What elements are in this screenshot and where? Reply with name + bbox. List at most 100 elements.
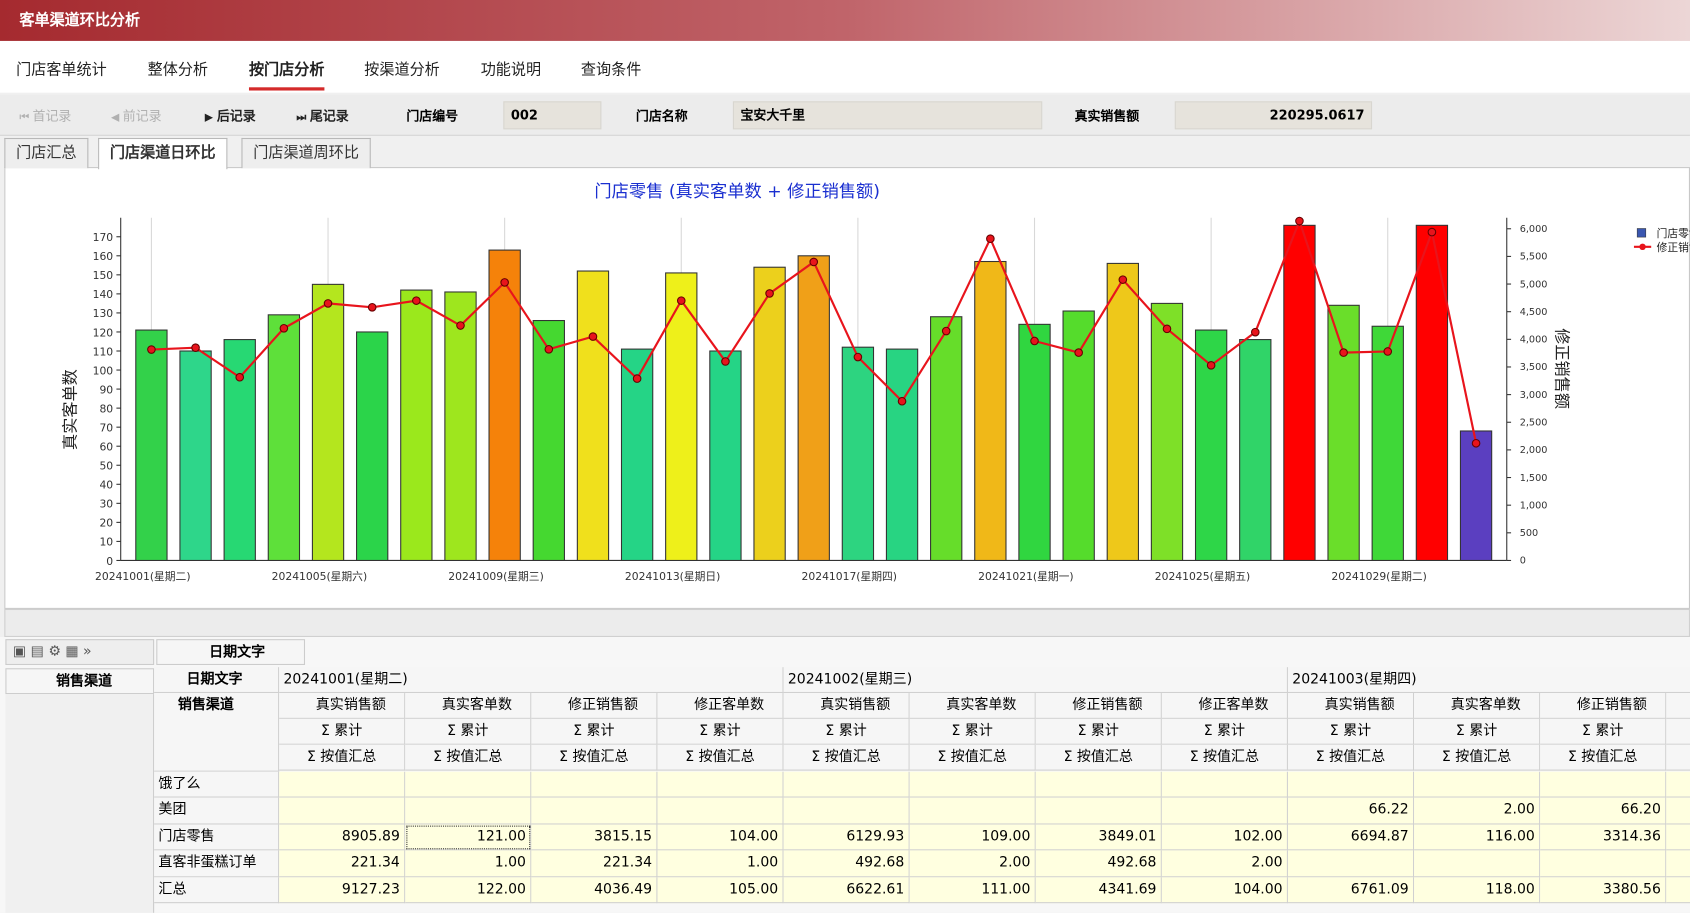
value-cell — [279, 771, 406, 798]
y2-tick-label: 2,500 — [1520, 417, 1548, 428]
x-tick-label: 20241017(星期四) — [802, 570, 898, 583]
bar — [135, 329, 168, 561]
point — [235, 372, 245, 382]
value-cell — [1666, 797, 1690, 825]
legend-label: 门店零售 — [1657, 227, 1690, 240]
bar — [885, 348, 919, 561]
button-label: 后记录 — [216, 108, 256, 124]
toolbar: ⏮ 首记录 ◀ 前记录 ▶ 后记录 ⏭ 尾记录 门店编号 002 门店名称 宝安大千里 真实销售… — [0, 94, 1690, 136]
field-value[interactable]: 宝安大千里 — [732, 101, 1043, 130]
value-cell: 116.00 — [1414, 824, 1541, 851]
point — [500, 278, 509, 287]
field-value[interactable]: 220295.0617 — [1174, 101, 1373, 130]
menu-bar: 门店客单统计 整体分析 按门店分析 按渠道分析 功能说明 查询条件 — [0, 40, 1690, 93]
menu-tab[interactable]: 按门店分析 — [248, 58, 325, 91]
measure-header[interactable]: 修正销售额 — [1035, 693, 1162, 719]
value-cell — [405, 797, 532, 825]
measure-header[interactable]: 真实销售额 — [279, 693, 406, 719]
sub-tab[interactable]: 门店渠道周环比 — [241, 137, 371, 169]
sub-tab[interactable]: 门店渠道日环比 — [98, 137, 228, 170]
bar — [267, 314, 301, 561]
menu-tab[interactable]: 查询条件 — [580, 61, 642, 79]
y2-tick-label: 3,000 — [1520, 390, 1548, 401]
y-tick-label: 120 — [93, 326, 114, 339]
bar — [1239, 339, 1272, 561]
legend-label: 修正销售额 — [1657, 241, 1690, 254]
row-field[interactable]: 销售渠道 — [5, 668, 155, 695]
value-cell — [783, 797, 910, 825]
bar — [974, 260, 1007, 561]
legend-swatch — [1639, 243, 1646, 251]
y2-tick-label: 6,000 — [1520, 224, 1548, 235]
record-button[interactable]: ▶ 后记录 — [204, 108, 256, 124]
y-tick-label: 110 — [93, 345, 114, 358]
measure-header[interactable]: 修正客单数 — [1161, 693, 1288, 719]
bar — [797, 255, 830, 561]
menu-tab[interactable]: 门店客单统计 — [16, 61, 107, 79]
value-cell: 492.68 — [1035, 850, 1162, 877]
title-bar: 客单渠道环比分析 — [0, 0, 1690, 41]
bar — [1106, 262, 1139, 561]
measure-header[interactable]: 修正客单数 — [1666, 693, 1690, 719]
point — [721, 357, 730, 366]
point — [676, 296, 686, 305]
button-label: 前记录 — [122, 108, 162, 124]
value-cell — [1287, 850, 1415, 877]
point — [1295, 216, 1304, 226]
menu-tab[interactable]: 整体分析 — [147, 61, 209, 79]
button-label: 尾记录 — [309, 108, 349, 124]
sum-header: Σ 累计 — [1414, 718, 1541, 745]
value-cell: 2.00 — [909, 850, 1036, 877]
sum-header: Σ 累计 — [657, 718, 784, 745]
pivot-grid: ▣ ▤ ⚙ ▦ » 日期文字 销售渠道 日期文字 销售渠道 20241001(星期二) 20… — [0, 636, 1690, 913]
y-tick-label: 50 — [99, 460, 113, 473]
sum-header: Σ 累计 — [405, 718, 532, 745]
sum-header: Σ 累计 — [1287, 718, 1415, 745]
value-cell: 3849.01 — [1035, 824, 1162, 851]
point — [1250, 327, 1260, 337]
menu-tab[interactable]: 功能说明 — [480, 61, 542, 79]
value-cell — [909, 771, 1036, 798]
filter-field[interactable]: 日期文字 — [156, 639, 306, 666]
measure-header[interactable]: 真实客单数 — [405, 693, 532, 719]
sum-header: Σ 累计 — [531, 718, 658, 745]
value-cell: 4341.69 — [1035, 876, 1162, 904]
y-tick-label: 40 — [99, 479, 113, 492]
measure-header[interactable]: 真实销售额 — [1287, 693, 1415, 719]
value-cell: 8905.89 — [279, 824, 406, 851]
sum-header: Σ 累计 — [1161, 718, 1288, 745]
sub-tab[interactable]: 门店汇总 — [4, 137, 89, 169]
column-field[interactable]: 日期文字 — [154, 667, 280, 694]
measure-header[interactable]: 修正销售额 — [1540, 693, 1667, 719]
y2-tick-label: 4,000 — [1520, 335, 1548, 346]
row-header[interactable]: 销售渠道 — [154, 693, 280, 772]
value-cell: 104.00 — [657, 824, 784, 851]
sum-header: Σ 累计 — [279, 718, 406, 745]
y-axis-label: 真实客单数 — [60, 369, 79, 450]
measure-header[interactable]: 修正销售额 — [531, 693, 658, 719]
value-cell: 1.00 — [657, 850, 784, 877]
y2-tick-label: 1,000 — [1520, 500, 1548, 511]
value-cell — [783, 771, 910, 798]
value-cell — [1666, 876, 1690, 904]
record-button[interactable]: ⏭ 尾记录 — [296, 108, 349, 124]
y2-tick-label: 5,500 — [1520, 252, 1548, 263]
sum-header: Σ 累计 — [1035, 718, 1162, 745]
value-cell: 109.00 — [909, 824, 1036, 851]
value-cell — [657, 797, 784, 825]
field-value[interactable]: 002 — [503, 101, 602, 130]
measure-header[interactable]: 真实客单数 — [1414, 693, 1541, 719]
measure-header[interactable]: 真实客单数 — [909, 693, 1036, 719]
value-cell: 2.00 — [1161, 850, 1288, 877]
point — [456, 321, 465, 330]
y-tick-label: 0 — [106, 555, 113, 568]
menu-tab[interactable]: 按渠道分析 — [364, 61, 440, 79]
chart: 门店零售 (真实客单数 + 修正销售额) 真实客单数 修正销售额 0 10 20 30… — [60, 182, 1690, 583]
measure-header[interactable]: 真实销售额 — [783, 693, 910, 719]
x-tick-label: 20241001(星期二) — [95, 570, 191, 583]
value-cell — [657, 771, 784, 798]
y-tick-label: 140 — [93, 288, 114, 301]
measure-header[interactable]: 修正客单数 — [657, 693, 784, 719]
point — [1162, 324, 1172, 334]
point — [191, 343, 200, 352]
